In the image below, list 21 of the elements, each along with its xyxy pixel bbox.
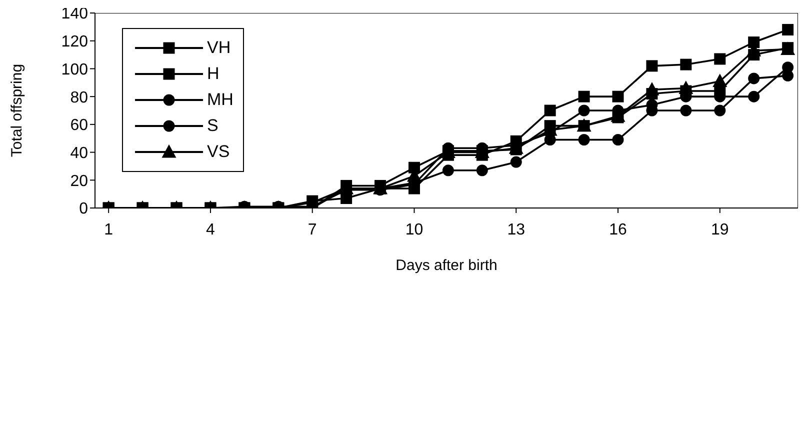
legend-label: MH <box>207 90 234 110</box>
legend-label: VH <box>207 38 231 58</box>
y-tick-label: 20 <box>70 172 88 190</box>
x-tick-label: 4 <box>206 221 216 238</box>
x-tick-label: 19 <box>710 221 729 238</box>
y-tick-label: 80 <box>70 89 88 106</box>
x-tick-label: 10 <box>405 221 424 238</box>
legend-label: S <box>207 116 218 136</box>
y-tick-label: 0 <box>79 200 88 218</box>
y-tick-label: 60 <box>70 117 88 134</box>
y-axis-title: Total offspring <box>8 64 26 158</box>
x-tick-label: 13 <box>507 221 526 238</box>
legend-label: H <box>207 64 220 84</box>
legend-label: VS <box>207 142 230 162</box>
x-tick-label: 16 <box>609 221 628 238</box>
x-axis-title: Days after birth <box>396 257 498 274</box>
x-tick-label: 7 <box>308 221 317 238</box>
y-tick-label: 120 <box>61 34 88 51</box>
x-tick-label: 1 <box>104 221 114 238</box>
y-tick-label: 100 <box>61 61 88 78</box>
y-tick-label: 40 <box>70 144 88 162</box>
